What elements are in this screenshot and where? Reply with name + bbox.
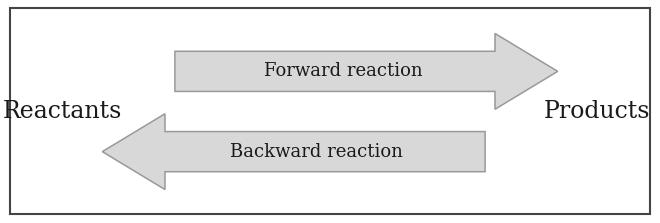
Text: Reactants: Reactants	[3, 100, 122, 123]
Polygon shape	[102, 114, 485, 190]
Text: Backward reaction: Backward reaction	[230, 143, 403, 161]
Text: Forward reaction: Forward reaction	[264, 62, 422, 80]
Polygon shape	[175, 33, 558, 109]
Text: Products: Products	[544, 100, 651, 123]
